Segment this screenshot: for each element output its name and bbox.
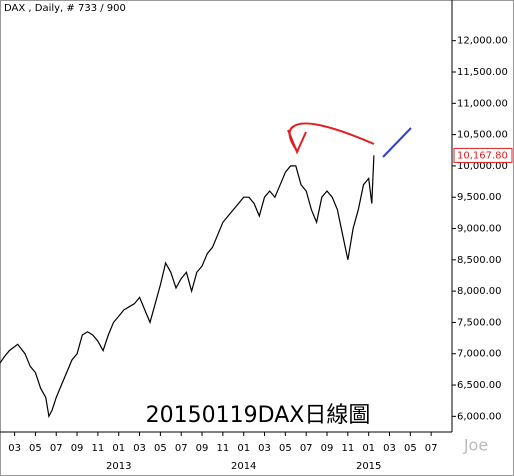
x-tick-label: 09: [71, 443, 84, 454]
x-tick-label: 11: [217, 443, 230, 454]
y-tick-label: 6,500.00: [457, 380, 502, 391]
y-tick-label: 7,500.00: [457, 317, 502, 328]
x-tick-label: 11: [92, 443, 105, 454]
y-tick-label: 9,000.00: [457, 224, 502, 235]
y-tick-label: 10,500.00: [457, 130, 508, 141]
year-label: 2013: [106, 461, 131, 472]
x-tick-label: 05: [404, 443, 417, 454]
x-tick-label: 09: [321, 443, 334, 454]
x-tick-label: 05: [29, 443, 42, 454]
x-tick-label: 03: [383, 443, 396, 454]
x-tick-label: 05: [154, 443, 167, 454]
year-label: 2015: [356, 461, 381, 472]
x-tick-label: 11: [341, 443, 354, 454]
x-tick-label: 03: [133, 443, 146, 454]
y-tick-label: 8,500.00: [457, 255, 502, 266]
watermark: Joe: [463, 436, 488, 455]
y-tick-label: 9,500.00: [457, 192, 502, 203]
y-tick-label: 12,000.00: [457, 36, 508, 47]
x-tick-label: 03: [8, 443, 21, 454]
last-price-label: 10,167.80: [457, 150, 508, 161]
header: DAX , Daily, # 733 / 900: [4, 3, 126, 14]
x-tick-label: 03: [258, 443, 271, 454]
x-tick-label: 07: [50, 443, 63, 454]
price-line: [0, 155, 375, 419]
x-tick-label: 01: [362, 443, 375, 454]
x-tick-label: 07: [425, 443, 438, 454]
x-tick-label: 01: [237, 443, 250, 454]
y-tick-label: 11,500.00: [457, 67, 508, 78]
y-tick-label: 11,000.00: [457, 98, 508, 109]
last-price-box: [453, 147, 513, 163]
trend-line: [382, 127, 412, 158]
x-tick-label: 01: [112, 443, 125, 454]
y-tick-label: 7,000.00: [457, 349, 502, 360]
annotation-arrowhead: [287, 129, 307, 155]
x-tick-label: 09: [196, 443, 209, 454]
y-tick-label: 6,000.00: [457, 411, 502, 422]
year-label: 2014: [231, 461, 256, 472]
chart-title: 20150119DAX日線圖: [146, 403, 371, 428]
x-tick-label: 07: [175, 443, 188, 454]
x-tick-label: 07: [300, 443, 313, 454]
y-tick-label: 10,000.00: [457, 161, 508, 172]
x-tick-label: 05: [279, 443, 292, 454]
y-tick-label: 8,000.00: [457, 286, 502, 297]
